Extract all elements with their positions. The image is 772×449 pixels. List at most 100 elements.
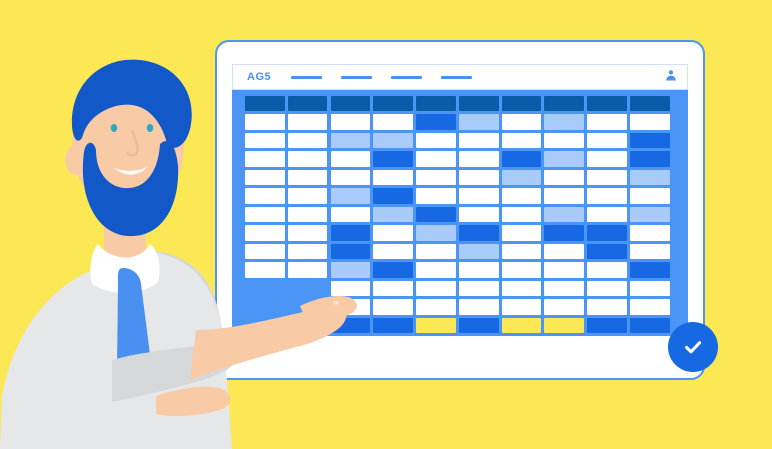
matrix-cell[interactable]	[287, 114, 328, 130]
matrix-cell[interactable]	[330, 114, 371, 130]
matrix-cell[interactable]	[416, 225, 456, 241]
matrix-cell[interactable]	[287, 243, 328, 260]
matrix-cell[interactable]	[416, 243, 456, 260]
matrix-cell[interactable]	[458, 280, 499, 297]
matrix-cell[interactable]	[373, 169, 413, 186]
matrix-cell[interactable]	[287, 169, 328, 186]
matrix-cell[interactable]	[587, 169, 627, 186]
matrix-cell[interactable]	[330, 151, 371, 167]
nav-item-2[interactable]	[341, 75, 373, 79]
matrix-cell[interactable]	[544, 299, 585, 315]
matrix-header-cell[interactable]	[544, 96, 585, 112]
matrix-header-cell[interactable]	[373, 96, 413, 112]
matrix-cell[interactable]	[630, 206, 670, 223]
matrix-cell[interactable]	[458, 225, 499, 241]
matrix-cell[interactable]	[501, 262, 542, 278]
matrix-cell[interactable]	[245, 132, 285, 149]
matrix-cell[interactable]	[544, 114, 585, 130]
matrix-header-cell[interactable]	[458, 96, 499, 112]
matrix-cell[interactable]	[544, 262, 585, 278]
matrix-cell[interactable]	[373, 132, 413, 149]
app-logo[interactable]: AG5	[247, 71, 272, 83]
matrix-cell[interactable]	[544, 151, 585, 167]
matrix-cell[interactable]	[587, 206, 627, 223]
matrix-cell[interactable]	[458, 262, 499, 278]
matrix-cell[interactable]	[544, 132, 585, 149]
matrix-cell[interactable]	[501, 317, 542, 334]
matrix-cell[interactable]	[373, 280, 413, 297]
matrix-header-cell[interactable]	[501, 96, 542, 112]
matrix-cell[interactable]	[630, 151, 670, 167]
matrix-cell[interactable]	[373, 299, 413, 315]
matrix-cell[interactable]	[245, 243, 285, 260]
matrix-cell[interactable]	[458, 151, 499, 167]
matrix-cell[interactable]	[501, 243, 542, 260]
nav-item-1[interactable]	[291, 75, 323, 79]
matrix-cell[interactable]	[544, 317, 585, 334]
matrix-cell[interactable]	[630, 317, 670, 334]
matrix-cell[interactable]	[630, 299, 670, 315]
matrix-header-cell[interactable]	[287, 96, 328, 112]
matrix-cell[interactable]	[287, 225, 328, 241]
matrix-cell[interactable]	[501, 206, 542, 223]
matrix-cell[interactable]	[501, 114, 542, 130]
matrix-cell[interactable]	[416, 206, 456, 223]
matrix-cell[interactable]	[544, 206, 585, 223]
matrix-cell[interactable]	[416, 299, 456, 315]
matrix-cell[interactable]	[458, 188, 499, 204]
matrix-cell[interactable]	[416, 262, 456, 278]
matrix-cell[interactable]	[416, 151, 456, 167]
matrix-cell[interactable]	[416, 280, 456, 297]
matrix-cell[interactable]	[330, 132, 371, 149]
matrix-cell[interactable]	[501, 299, 542, 315]
matrix-cell[interactable]	[287, 262, 328, 278]
matrix-cell[interactable]	[501, 169, 542, 186]
matrix-cell[interactable]	[587, 243, 627, 260]
matrix-cell[interactable]	[416, 132, 456, 149]
matrix-header-cell[interactable]	[630, 96, 670, 112]
skills-matrix[interactable]	[245, 96, 670, 334]
matrix-cell[interactable]	[630, 280, 670, 297]
check-badge[interactable]	[668, 322, 718, 372]
matrix-cell[interactable]	[416, 188, 456, 204]
matrix-cell[interactable]	[587, 114, 627, 130]
matrix-cell[interactable]	[245, 169, 285, 186]
matrix-cell[interactable]	[245, 114, 285, 130]
matrix-cell[interactable]	[630, 225, 670, 241]
nav-item-3[interactable]	[391, 75, 423, 79]
matrix-cell[interactable]	[544, 225, 585, 241]
matrix-cell[interactable]	[501, 151, 542, 167]
matrix-cell[interactable]	[630, 188, 670, 204]
matrix-cell[interactable]	[287, 151, 328, 167]
matrix-cell[interactable]	[587, 317, 627, 334]
matrix-cell[interactable]	[330, 225, 371, 241]
matrix-cell[interactable]	[587, 188, 627, 204]
matrix-cell[interactable]	[458, 206, 499, 223]
matrix-cell[interactable]	[587, 262, 627, 278]
matrix-cell[interactable]	[245, 206, 285, 223]
matrix-cell[interactable]	[630, 114, 670, 130]
matrix-cell[interactable]	[245, 225, 285, 241]
matrix-cell[interactable]	[287, 206, 328, 223]
matrix-cell[interactable]	[458, 132, 499, 149]
matrix-cell[interactable]	[630, 132, 670, 149]
nav-item-4[interactable]	[441, 75, 473, 79]
matrix-cell[interactable]	[458, 243, 499, 260]
matrix-header-cell[interactable]	[587, 96, 627, 112]
matrix-cell[interactable]	[458, 114, 499, 130]
matrix-cell[interactable]	[458, 169, 499, 186]
matrix-cell[interactable]	[330, 188, 371, 204]
matrix-header-cell[interactable]	[416, 96, 456, 112]
matrix-cell[interactable]	[330, 262, 371, 278]
matrix-cell[interactable]	[287, 132, 328, 149]
matrix-cell[interactable]	[544, 188, 585, 204]
matrix-cell[interactable]	[373, 188, 413, 204]
matrix-header-cell[interactable]	[330, 96, 371, 112]
matrix-cell[interactable]	[587, 151, 627, 167]
matrix-cell[interactable]	[330, 169, 371, 186]
matrix-cell[interactable]	[458, 299, 499, 315]
matrix-cell[interactable]	[544, 169, 585, 186]
matrix-cell[interactable]	[330, 206, 371, 223]
matrix-cell[interactable]	[587, 280, 627, 297]
matrix-cell[interactable]	[544, 280, 585, 297]
